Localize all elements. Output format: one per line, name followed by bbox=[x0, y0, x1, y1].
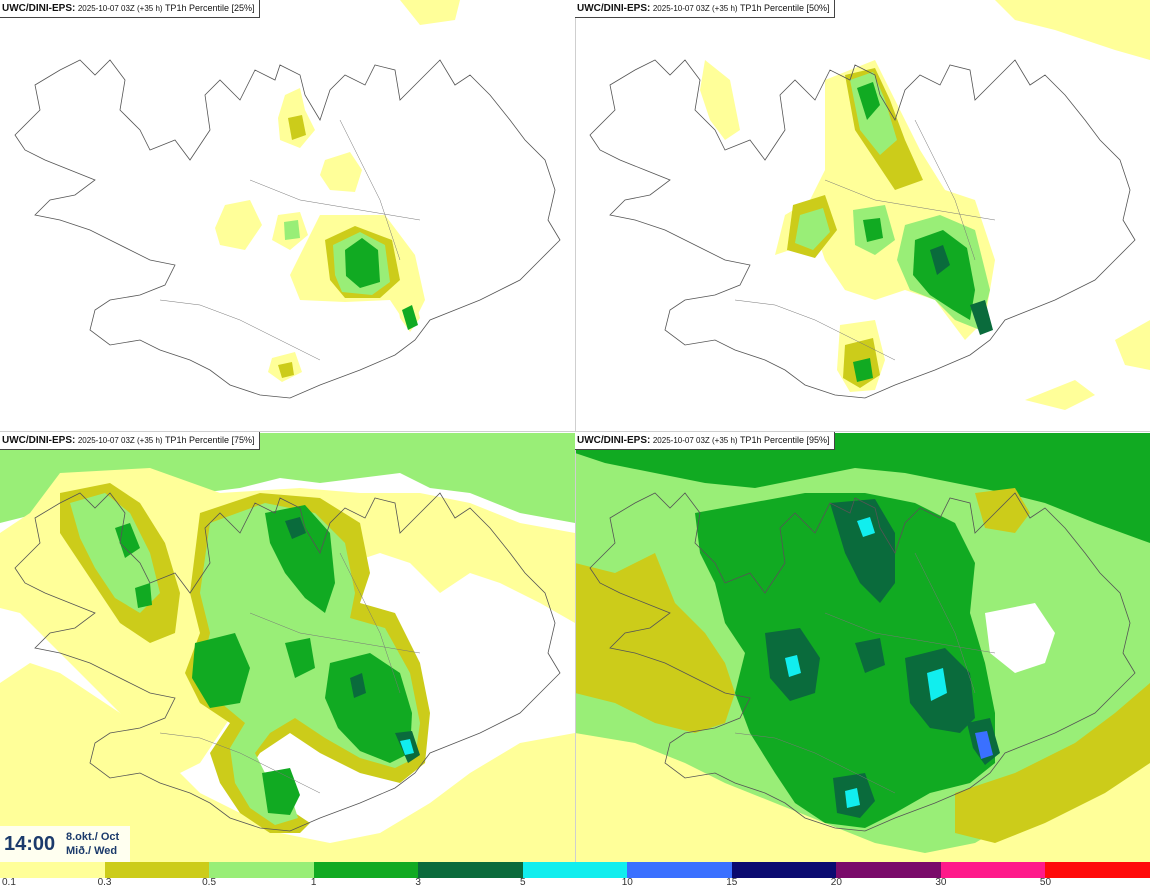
colorbar-tick-label: 0.5 bbox=[202, 877, 217, 888]
run-time: 2025-10-07 03Z (+35 h) bbox=[77, 4, 163, 13]
iceland-coastline bbox=[589, 59, 1136, 399]
model-name: UWC/DINI-EPS: bbox=[2, 3, 76, 14]
colorbar-segment bbox=[940, 862, 1046, 878]
colorbar-tick-label: 10 bbox=[621, 877, 633, 888]
colorbar-tick-label: 1 bbox=[310, 877, 317, 888]
product-label: TP1h Percentile [75%] bbox=[164, 435, 255, 445]
colorbar-segment bbox=[209, 862, 314, 878]
run-time: 2025-10-07 03Z (+35 h) bbox=[652, 4, 738, 13]
map-panel-p50: UWC/DINI-EPS: 2025-10-07 03Z (+35 h) TP1… bbox=[575, 0, 1150, 432]
colorbar-tick-label: 15 bbox=[726, 877, 738, 888]
precip-field bbox=[575, 433, 1150, 862]
precip-map bbox=[0, 433, 575, 862]
valid-day: Mið./ Wed bbox=[66, 845, 118, 857]
precip-map bbox=[589, 0, 1150, 410]
colorbar-tick-label: 30 bbox=[935, 877, 947, 888]
colorbar-segment bbox=[1045, 862, 1150, 878]
product-label: TP1h Percentile [50%] bbox=[739, 3, 830, 13]
panel-title: UWC/DINI-EPS: 2025-10-07 03Z (+35 h) TP1… bbox=[575, 432, 835, 450]
product-label: TP1h Percentile [25%] bbox=[164, 3, 255, 13]
colorbar-tick-label: 0.3 bbox=[97, 877, 112, 888]
colorbar-segment bbox=[313, 862, 419, 878]
product-label: TP1h Percentile [95%] bbox=[739, 435, 830, 445]
precip-colorbar bbox=[0, 862, 1150, 878]
precip-field bbox=[215, 0, 460, 382]
iceland-coastline bbox=[14, 492, 561, 832]
model-name: UWC/DINI-EPS: bbox=[2, 435, 76, 446]
map-panel-p25: UWC/DINI-EPS: 2025-10-07 03Z (+35 h) TP1… bbox=[0, 0, 575, 432]
panel-title: UWC/DINI-EPS: 2025-10-07 03Z (+35 h) TP1… bbox=[0, 0, 260, 18]
valid-date: 8.okt./ Oct bbox=[66, 831, 120, 843]
valid-time: 14:00 bbox=[4, 833, 56, 855]
colorbar-segment bbox=[627, 862, 732, 878]
colorbar-tick-label: 20 bbox=[830, 877, 842, 888]
colorbar-tick-label: 5 bbox=[519, 877, 526, 888]
colorbar-tick-label: 0.1 bbox=[2, 877, 16, 888]
model-name: UWC/DINI-EPS: bbox=[577, 3, 651, 14]
panel-title: UWC/DINI-EPS: 2025-10-07 03Z (+35 h) TP1… bbox=[0, 432, 260, 450]
colorbar-segment bbox=[522, 862, 628, 878]
panel-divider-horizontal bbox=[0, 431, 1150, 432]
map-panel-p75: UWC/DINI-EPS: 2025-10-07 03Z (+35 h) TP1… bbox=[0, 432, 575, 862]
panel-title: UWC/DINI-EPS: 2025-10-07 03Z (+35 h) TP1… bbox=[575, 0, 835, 18]
map-panel-p95: UWC/DINI-EPS: 2025-10-07 03Z (+35 h) TP1… bbox=[575, 432, 1150, 862]
precip-map bbox=[14, 0, 561, 399]
colorbar-tick-label: 3 bbox=[415, 877, 421, 888]
run-time: 2025-10-07 03Z (+35 h) bbox=[77, 436, 163, 445]
colorbar-segment bbox=[418, 862, 523, 878]
precip-field bbox=[0, 433, 575, 862]
iceland-coastline bbox=[14, 59, 561, 399]
iceland-coastline bbox=[589, 492, 1136, 832]
colorbar-segment bbox=[0, 862, 105, 878]
colorbar-segment bbox=[104, 862, 210, 878]
precip-field bbox=[700, 0, 1150, 410]
precip-map bbox=[575, 433, 1150, 862]
model-name: UWC/DINI-EPS: bbox=[577, 435, 651, 446]
run-time: 2025-10-07 03Z (+35 h) bbox=[652, 436, 738, 445]
colorbar-tick-label: 50 bbox=[1039, 877, 1052, 888]
colorbar-segment bbox=[836, 862, 941, 878]
colorbar-labels: 0.1 0.3 0.5 1 3 5 10 15 20 30 50 bbox=[0, 877, 1150, 891]
colorbar-segment bbox=[731, 862, 837, 878]
valid-time-box: 14:00 8.okt./ Oct Mið./ Wed bbox=[0, 826, 130, 862]
